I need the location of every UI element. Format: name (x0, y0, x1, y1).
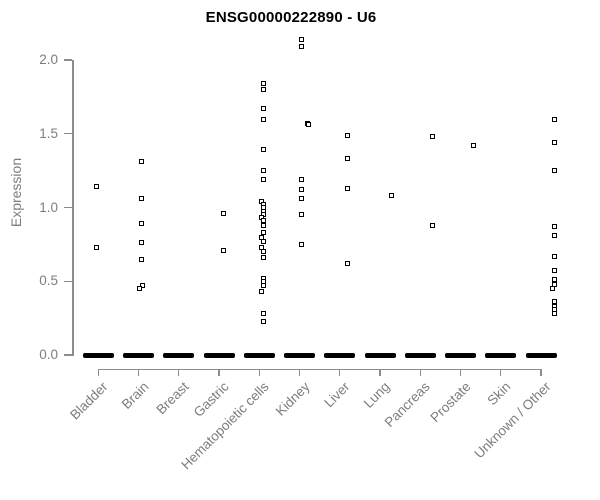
data-point (137, 286, 143, 292)
data-point (551, 224, 557, 230)
y-tick-label: 0.5 (39, 273, 58, 289)
zero-expression-bar (284, 352, 316, 358)
y-tick-label: 2.0 (39, 52, 58, 67)
data-point (299, 44, 305, 50)
zero-expression-bar (123, 352, 155, 358)
y-axis-tick (64, 59, 73, 61)
data-point (139, 221, 145, 227)
data-point (551, 168, 557, 174)
chart-title: ENSG00000222890 - U6 (205, 9, 377, 26)
data-point (551, 233, 557, 239)
y-axis-tick (64, 280, 73, 282)
data-point (260, 87, 266, 92)
x-axis-tick (137, 369, 140, 376)
data-point (260, 116, 266, 122)
zero-expression-bar (485, 352, 517, 358)
y-axis-label: Expression (8, 157, 24, 228)
data-point (258, 289, 264, 295)
data-point (299, 36, 305, 42)
y-tick-label: 1.5 (39, 125, 58, 141)
x-axis-tick (500, 369, 502, 376)
x-axis-tick (178, 369, 180, 376)
data-point (260, 249, 266, 255)
data-point (260, 255, 266, 261)
x-axis-tick (258, 369, 260, 376)
zero-expression-bar (445, 352, 477, 358)
data-point (551, 268, 557, 274)
y-axis-line (72, 60, 74, 356)
data-point (139, 196, 145, 202)
x-axis-tick (419, 369, 421, 376)
data-point (306, 122, 312, 128)
data-point (471, 143, 477, 149)
data-point (260, 238, 266, 244)
zero-expression-bar (404, 352, 436, 358)
data-point (260, 106, 266, 112)
data-point (260, 283, 266, 289)
data-point (260, 311, 266, 317)
y-axis-tick (64, 133, 73, 135)
data-point (93, 184, 99, 190)
y-axis-tick (64, 206, 73, 209)
data-point (345, 156, 351, 162)
data-point (429, 134, 435, 140)
data-point (260, 222, 266, 228)
y-tick-label: 1.0 (39, 199, 58, 215)
data-point (260, 147, 266, 153)
x-axis-tick (379, 369, 381, 376)
data-point (549, 286, 555, 292)
x-axis-line (97, 369, 542, 371)
data-point (299, 176, 305, 182)
zero-expression-bar (82, 352, 114, 358)
data-point (345, 185, 351, 191)
x-axis-tick (298, 369, 301, 376)
x-axis-tick (218, 369, 220, 376)
zero-expression-bar (163, 352, 195, 358)
data-point (260, 176, 266, 182)
data-point (551, 253, 557, 259)
y-tick-label: 0.0 (39, 347, 58, 362)
y-axis-tick (64, 354, 73, 356)
zero-expression-bar (364, 352, 396, 358)
data-point (260, 168, 266, 174)
data-point (93, 244, 99, 250)
data-point (299, 212, 305, 218)
data-point (299, 241, 305, 247)
data-point (260, 318, 266, 324)
data-point (220, 247, 226, 253)
zero-expression-bar (243, 352, 275, 358)
data-point (139, 256, 145, 262)
data-point (345, 261, 351, 267)
x-axis-tick (459, 369, 462, 376)
data-point (551, 311, 557, 317)
zero-expression-bar (203, 352, 235, 358)
x-axis-tick (540, 369, 542, 376)
data-point (551, 140, 557, 146)
data-point (220, 210, 226, 216)
data-point (299, 187, 305, 193)
x-axis-tick (339, 369, 341, 376)
data-point (345, 132, 351, 138)
zero-expression-bar (525, 352, 557, 358)
data-point (139, 240, 145, 246)
data-point (260, 81, 266, 87)
data-point (429, 222, 435, 228)
data-point (388, 193, 394, 199)
data-point (299, 196, 305, 202)
x-axis-tick (97, 369, 99, 376)
data-point (551, 116, 557, 122)
data-point (140, 283, 146, 289)
zero-expression-bar (324, 352, 356, 358)
data-point (139, 159, 145, 165)
